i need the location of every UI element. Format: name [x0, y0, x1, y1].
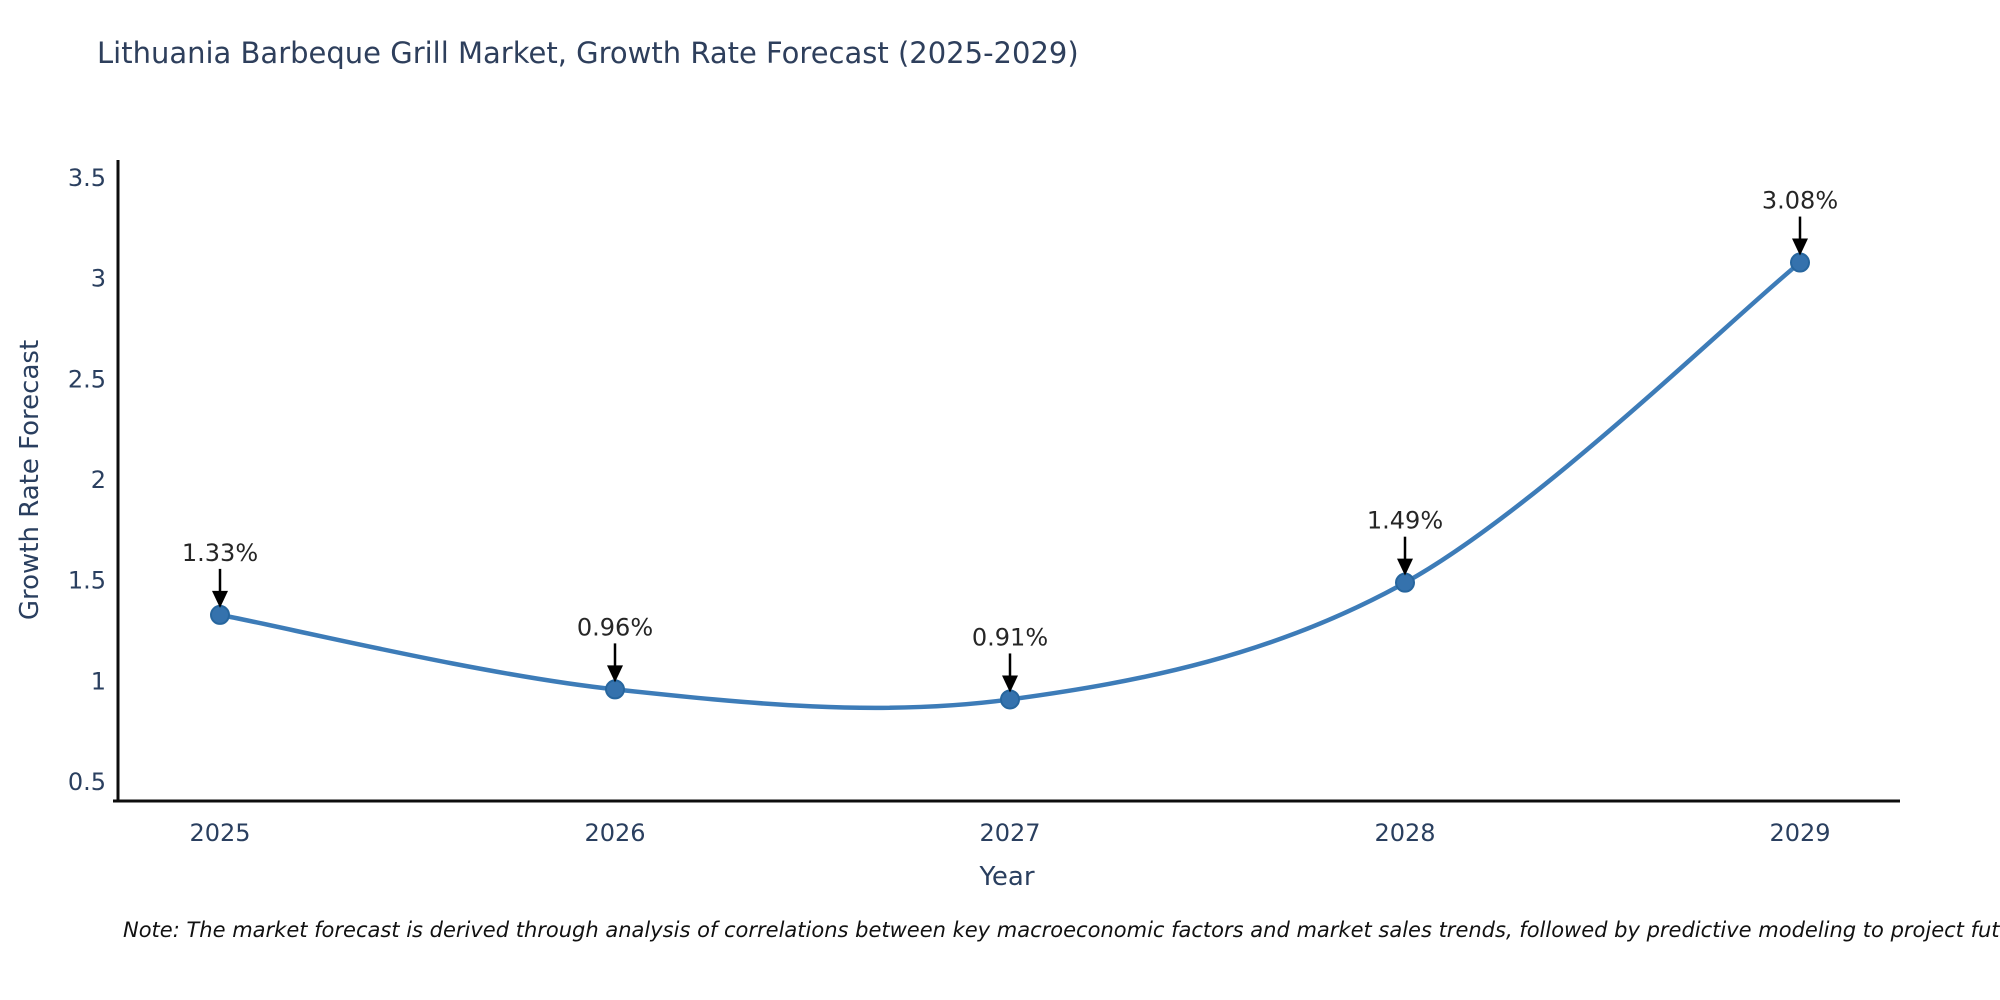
- x-axis-title: Year: [979, 862, 1035, 892]
- data-point-label: 1.49%: [1367, 507, 1443, 535]
- annotation-arrow-head: [1002, 675, 1018, 693]
- data-point-label: 1.33%: [182, 539, 258, 567]
- x-tick-label: 2028: [1374, 819, 1435, 847]
- chart-title: Lithuania Barbeque Grill Market, Growth …: [97, 36, 1079, 70]
- y-tick-label: 2.5: [68, 365, 106, 393]
- data-point-label: 0.91%: [972, 623, 1048, 651]
- data-point-label: 3.08%: [1762, 187, 1838, 215]
- annotation-arrow-head: [1792, 238, 1808, 256]
- data-point-marker: [1395, 572, 1415, 593]
- x-tick-label: 2026: [584, 819, 645, 847]
- footnote: Note: The market forecast is derived thr…: [123, 918, 2000, 942]
- y-tick-label: 3.5: [68, 164, 106, 192]
- y-tick-label: 3: [91, 265, 106, 293]
- y-tick-label: 1.5: [68, 567, 106, 595]
- annotation-arrow-head: [607, 665, 623, 683]
- y-tick-label: 1: [91, 667, 106, 695]
- y-tick-label: 2: [91, 466, 106, 494]
- data-point-marker: [1790, 252, 1810, 273]
- data-point-marker: [605, 679, 625, 700]
- data-point-marker: [210, 604, 230, 625]
- y-axis-title: Growth Rate Forecast: [15, 339, 45, 621]
- x-tick-label: 2027: [979, 819, 1040, 847]
- data-point-label: 0.96%: [577, 613, 653, 641]
- annotation-arrow-head: [212, 590, 228, 608]
- data-point-marker: [1000, 689, 1020, 710]
- x-tick-label: 2025: [189, 819, 250, 847]
- annotation-arrow-head: [1397, 558, 1413, 576]
- x-tick-label: 2029: [1769, 819, 1830, 847]
- y-tick-label: 0.5: [68, 768, 106, 796]
